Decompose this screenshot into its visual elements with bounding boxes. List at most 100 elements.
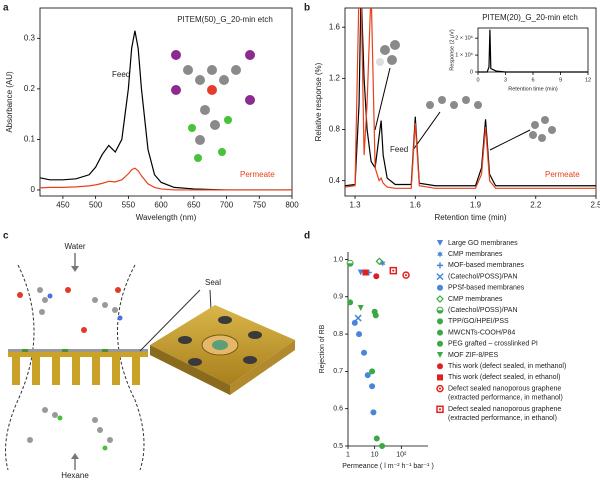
x-tick-label: 800 <box>285 201 299 210</box>
x-tick-label: 700 <box>220 201 234 210</box>
plot-frame <box>477 27 589 73</box>
x-tick-label: 1.3 <box>349 201 361 210</box>
x-tick-label: 750 <box>253 201 267 210</box>
plot-frame <box>344 7 597 197</box>
data-point <box>357 304 364 311</box>
series-label: Permeate <box>545 170 580 179</box>
y-tick-label: 0.1 <box>24 135 36 144</box>
legend-marker <box>437 240 443 246</box>
data-point <box>402 271 410 279</box>
legend-marker <box>437 374 443 381</box>
x-axis-label: Retention time (min) <box>434 213 506 222</box>
data-point <box>357 269 364 276</box>
panel-label: d <box>304 231 310 242</box>
data-point <box>369 383 376 390</box>
y-tick-label: 1.0 <box>333 256 343 263</box>
y-tick-label: 0.9 <box>333 294 343 301</box>
y-axis-label: Rejection of RB <box>319 324 326 373</box>
series-line <box>39 167 292 191</box>
y-tick-label: 0.6 <box>333 406 343 413</box>
x-tick-label: 12 <box>585 77 591 83</box>
y-tick-label: 1.6 <box>329 22 341 31</box>
x-axis-label: Retention time (min) <box>508 86 558 92</box>
legend-marker <box>437 250 443 258</box>
legend-label: MWCNTs-COOH/P84 <box>448 329 515 336</box>
legend-label: MOF ZIF-8/PES <box>448 352 499 359</box>
legend-marker <box>436 273 444 281</box>
legend-marker <box>437 352 443 358</box>
series-label: Permeate <box>240 170 275 179</box>
legend-marker <box>436 295 444 303</box>
x-axis-label: Wavelength (nm) <box>136 213 197 222</box>
y-axis-label: Absorbance (AU) <box>5 71 14 133</box>
marker-part <box>438 408 442 411</box>
data-point <box>346 259 354 267</box>
data-point <box>354 314 362 322</box>
y-tick-label: 0 <box>31 185 36 194</box>
legend-marker <box>436 384 444 393</box>
legend-label: TPP/GO/HPEI/PSS <box>448 318 509 325</box>
legend-label: Defect sealed nanoporous graphene <box>448 406 561 413</box>
legend-label: (extracted performance, in ethanol) <box>448 415 557 422</box>
x-tick-label: 600 <box>154 201 168 210</box>
legend-label: Defect sealed nanoporous graphene <box>448 385 561 392</box>
data-point <box>373 435 380 442</box>
series-label: Feed <box>390 145 408 154</box>
legend-label: PPSf-based membranes <box>448 285 525 292</box>
membrane-diagram: Water Hexane Seal <box>5 242 295 480</box>
molecule-illustration <box>171 50 255 162</box>
x-tick-label: 9 <box>559 77 562 83</box>
diagram-label: Hexane <box>61 471 89 480</box>
series-line <box>39 30 292 191</box>
marker-part <box>438 387 442 390</box>
legend-label: MOF-based membranes <box>448 262 524 269</box>
legend-label: (extracted performance, in methanol) <box>448 394 563 401</box>
data-point <box>347 299 354 306</box>
data-point <box>370 409 377 416</box>
x-tick-label: 3 <box>504 77 507 83</box>
molecule-illustration <box>374 40 556 151</box>
legend-label: (Catechol/POSS)/PAN <box>448 307 518 314</box>
y-tick-label: 0.8 <box>329 125 341 134</box>
legend-label: This work (defect sealed, in ethanol) <box>448 374 560 381</box>
data-point <box>356 331 363 338</box>
data-point <box>372 312 379 319</box>
diagram-label: Water <box>64 242 85 251</box>
series-line <box>345 8 596 189</box>
x-axis-label: Permeance ( l m⁻² h⁻¹ bar⁻¹ ) <box>342 463 434 470</box>
plot-frame <box>39 7 293 197</box>
marker-part <box>347 263 354 267</box>
data-point <box>362 269 369 276</box>
y-tick-label: 1 × 10⁶ <box>455 52 473 59</box>
x-tick-label: 2.5 <box>590 201 600 210</box>
y-tick-label: 0.3 <box>24 33 36 42</box>
legend-label: This work (defect sealed, in methanol) <box>448 363 566 370</box>
x-tick-label: 500 <box>89 201 103 210</box>
x-tick-label: 650 <box>187 201 201 210</box>
x-tick-label: 10² <box>396 452 407 459</box>
data-point <box>389 266 398 275</box>
panel-label: b <box>304 3 310 14</box>
y-tick-label: 0.4 <box>329 176 341 185</box>
panel-label: c <box>3 231 9 242</box>
y-tick-label: 2 × 10⁶ <box>455 35 473 42</box>
legend-marker <box>437 284 443 291</box>
data-point <box>351 319 358 326</box>
data-point <box>361 349 368 356</box>
y-tick-label: 1.2 <box>329 73 341 82</box>
chart-title: PITEM(20)_G_20-min etch <box>482 13 578 22</box>
x-tick-label: 1.6 <box>410 201 422 210</box>
panel-label: a <box>3 3 9 14</box>
legend-marker <box>437 329 443 336</box>
legend-marker <box>437 318 443 325</box>
legend-label: CMP membranes <box>448 251 503 258</box>
legend-marker <box>437 363 443 370</box>
x-tick-label: 450 <box>56 201 70 210</box>
x-tick-label: 0 <box>476 77 479 83</box>
legend-label: PEG grafted – crosslinked PI <box>448 341 538 348</box>
marker-part <box>404 274 408 277</box>
diagram-label: Seal <box>205 278 221 287</box>
marker-part <box>392 269 395 272</box>
y-tick-label: 0.5 <box>333 443 343 450</box>
